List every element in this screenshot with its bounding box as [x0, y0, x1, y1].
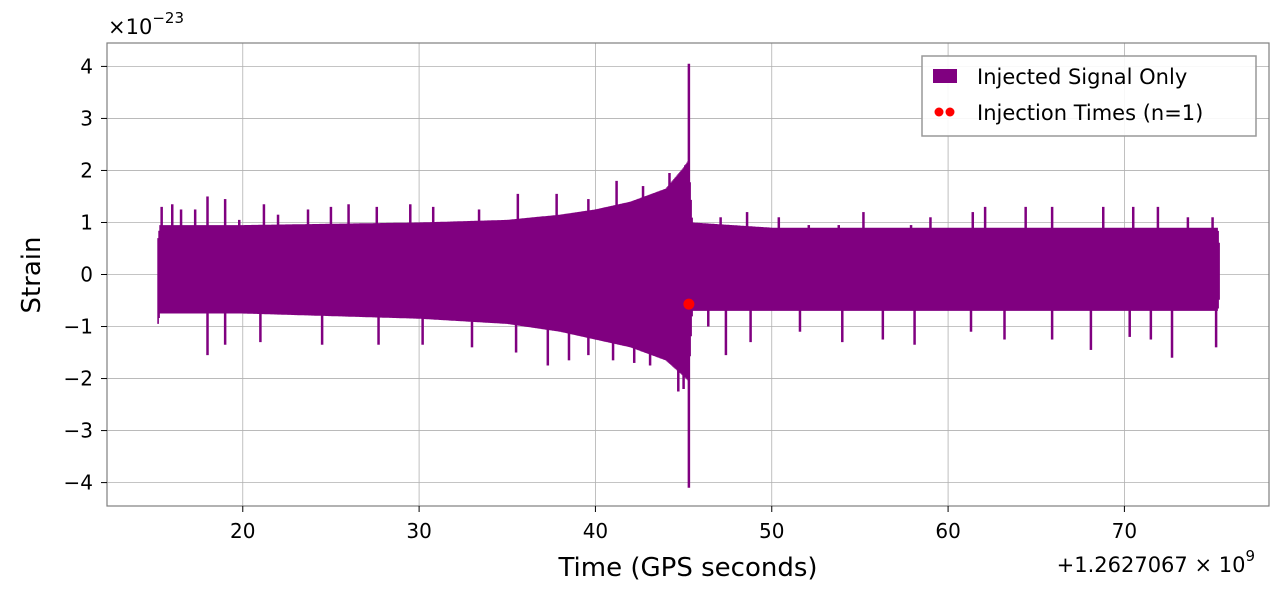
x-tick-label: 30 — [406, 519, 431, 543]
signal-band — [157, 161, 1220, 381]
x-axis-ticks: 20 30 40 50 60 70 — [230, 506, 1137, 543]
x-tick-label: 20 — [230, 519, 255, 543]
y-tick-label: 1 — [80, 210, 93, 234]
series-injection-times — [683, 298, 695, 310]
y-tick-label: 3 — [80, 106, 93, 130]
legend-label-injection-times: Injection Times (n=1) — [977, 101, 1203, 125]
y-axis-ticks: −4 −3 −2 −1 0 1 2 3 4 — [64, 54, 107, 495]
y-tick-label: −3 — [64, 419, 93, 443]
legend-marker-injection-2 — [945, 107, 955, 117]
y-tick-label: 2 — [80, 158, 93, 182]
x-offset-exponent: 9 — [1245, 547, 1255, 565]
legend-swatch-injected-signal — [933, 69, 957, 83]
y-tick-label: −2 — [64, 367, 93, 391]
x-tick-label: 60 — [935, 519, 960, 543]
x-tick-label: 70 — [1112, 519, 1137, 543]
x-offset: +1.2627067 × 109 — [1057, 547, 1255, 577]
y-tick-label: 4 — [80, 54, 93, 78]
legend: Injected Signal Only Injection Times (n=… — [921, 55, 1257, 137]
x-tick-label: 50 — [759, 519, 784, 543]
legend-marker-injection-1 — [934, 107, 944, 117]
y-axis-title: Strain — [17, 236, 47, 313]
x-axis-title: Time (GPS seconds) — [557, 553, 817, 583]
y-tick-label: −1 — [64, 315, 93, 339]
y-multiplier: ×10−23 — [108, 9, 184, 39]
injection-time-point — [683, 298, 695, 310]
legend-box — [921, 55, 1257, 137]
y-tick-label: −4 — [64, 471, 93, 495]
x-offset-base: +1.2627067 × 10 — [1057, 553, 1246, 577]
y-multiplier-exponent: −23 — [152, 9, 184, 27]
series-injected-signal — [157, 63, 1220, 488]
y-tick-label: 0 — [80, 263, 93, 287]
legend-label-injected-signal: Injected Signal Only — [977, 65, 1187, 89]
x-tick-label: 40 — [583, 519, 608, 543]
y-multiplier-base: ×10 — [108, 15, 152, 39]
